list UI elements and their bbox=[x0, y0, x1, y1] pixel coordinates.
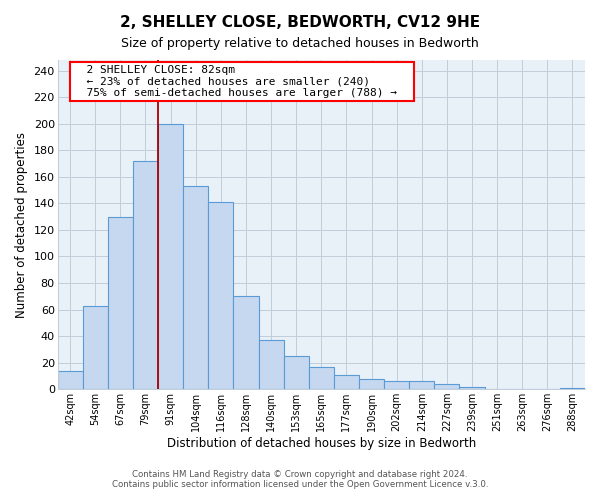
X-axis label: Distribution of detached houses by size in Bedworth: Distribution of detached houses by size … bbox=[167, 437, 476, 450]
Bar bbox=[58, 370, 83, 389]
Bar bbox=[108, 216, 133, 389]
Text: Size of property relative to detached houses in Bedworth: Size of property relative to detached ho… bbox=[121, 38, 479, 51]
Y-axis label: Number of detached properties: Number of detached properties bbox=[15, 132, 28, 318]
Bar bbox=[259, 340, 284, 389]
Bar bbox=[409, 381, 434, 389]
Bar bbox=[133, 161, 158, 389]
Bar bbox=[183, 186, 208, 389]
Bar bbox=[384, 381, 409, 389]
Text: 2, SHELLEY CLOSE, BEDWORTH, CV12 9HE: 2, SHELLEY CLOSE, BEDWORTH, CV12 9HE bbox=[120, 15, 480, 30]
Bar bbox=[309, 366, 334, 389]
Bar bbox=[460, 386, 485, 389]
Bar bbox=[233, 296, 259, 389]
Bar bbox=[560, 388, 585, 389]
Text: 2 SHELLEY CLOSE: 82sqm
  ← 23% of detached houses are smaller (240)
  75% of sem: 2 SHELLEY CLOSE: 82sqm ← 23% of detached… bbox=[73, 65, 411, 98]
Bar bbox=[434, 384, 460, 389]
Bar bbox=[334, 374, 359, 389]
Bar bbox=[83, 306, 108, 389]
Text: Contains HM Land Registry data © Crown copyright and database right 2024.
Contai: Contains HM Land Registry data © Crown c… bbox=[112, 470, 488, 489]
Bar bbox=[158, 124, 183, 389]
Bar bbox=[359, 378, 384, 389]
Bar bbox=[208, 202, 233, 389]
Bar bbox=[284, 356, 309, 389]
